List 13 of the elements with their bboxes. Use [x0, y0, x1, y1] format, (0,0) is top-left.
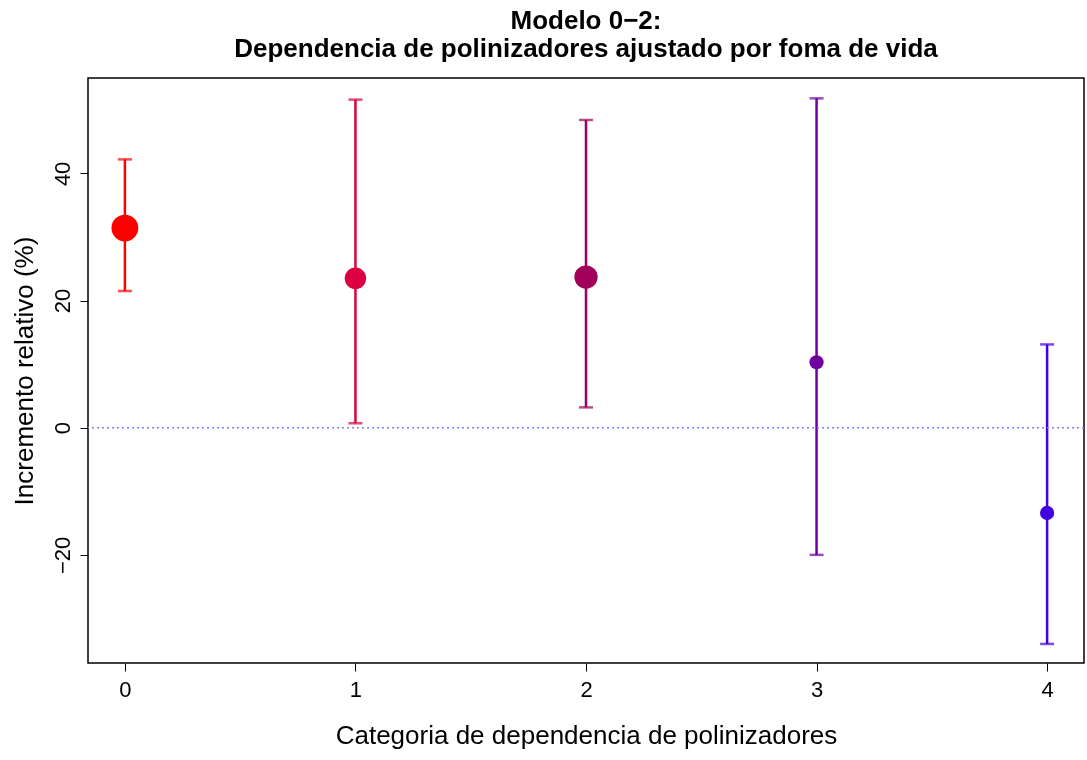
y-tick-label: 20 — [49, 288, 75, 314]
x-tick-label: 4 — [1041, 676, 1054, 702]
x-tick-label: 1 — [349, 676, 363, 702]
y-tick-label: −20 — [49, 536, 75, 575]
x-tick-label: 2 — [580, 676, 593, 702]
text: Dependencia de polinizadores ajustado por foma de vida — [234, 33, 938, 63]
x-axis-title: Categoria de dependencia de polinizadores — [335, 719, 838, 750]
x-tick-label: 3 — [810, 676, 824, 702]
y-tick-label: 40 — [49, 161, 75, 187]
y-axis-title: Incremento relativo (%) — [8, 236, 39, 506]
x-tick-label: 0 — [119, 676, 132, 702]
y-tick-label: 0 — [49, 422, 75, 435]
text: Modelo 0−2: — [510, 5, 662, 35]
